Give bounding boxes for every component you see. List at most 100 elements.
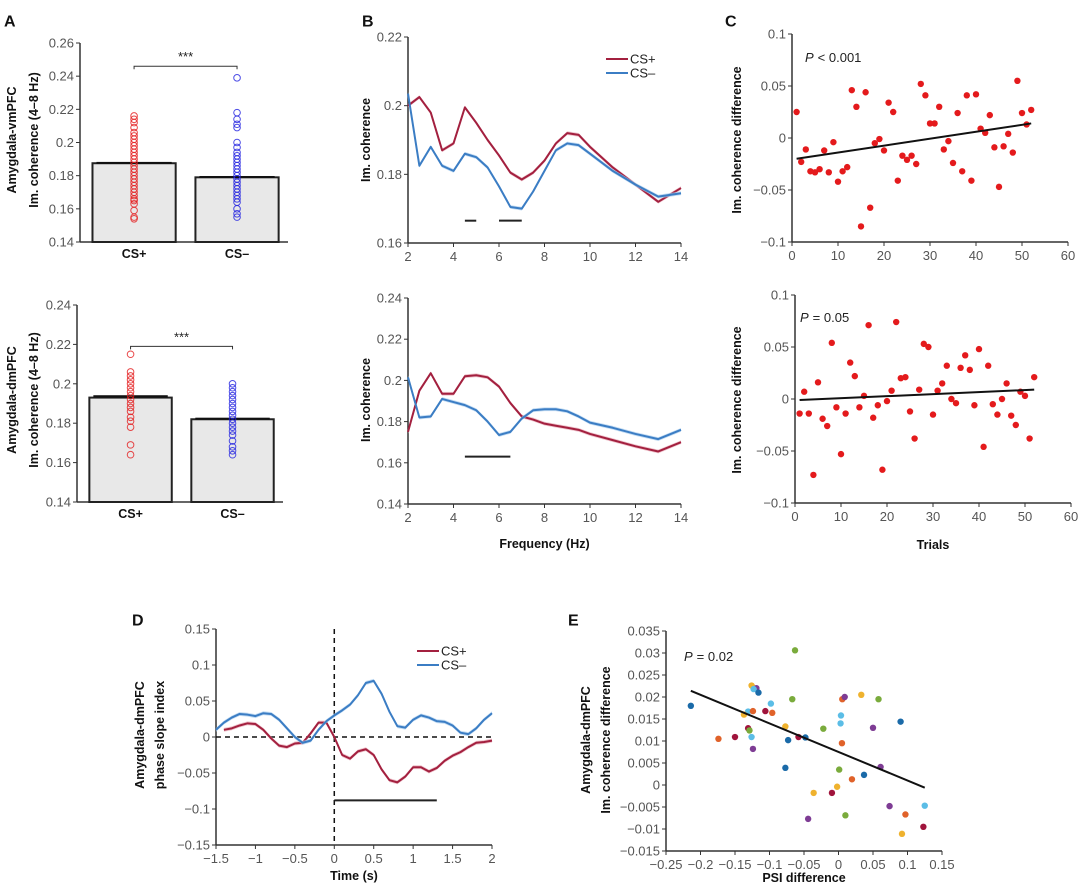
data-point — [126, 391, 135, 400]
p-symbol: P — [805, 50, 814, 65]
y-axis-label: Im. coherence (4–8 Hz) — [27, 332, 41, 467]
y-tick-label: −0.05 — [177, 766, 210, 781]
data-point — [755, 689, 762, 696]
x-tick-label: 8 — [541, 249, 548, 264]
data-point — [126, 399, 135, 408]
y-axis-label: Im. coherence — [359, 358, 373, 442]
data-point — [959, 168, 966, 175]
x-axis-label: Trials — [917, 538, 950, 552]
data-point — [130, 128, 138, 137]
x-axis-label: Time (s) — [330, 869, 378, 883]
data-point — [1000, 143, 1007, 150]
panel-E: E −0.015 −0.01 −0.005 0 0.005 0.01 0.015 0.02 0.0… — [568, 612, 955, 885]
data-point — [767, 700, 775, 707]
x-tick-label: 10 — [831, 248, 845, 263]
data-point — [890, 108, 897, 116]
y-tick-label: 0 — [653, 778, 660, 793]
series-line-cs-minus — [407, 377, 682, 441]
data-point — [805, 410, 812, 417]
data-point — [939, 380, 946, 387]
data-point — [126, 395, 135, 404]
y-tick-label: 0.2 — [56, 135, 74, 150]
data-point — [228, 446, 237, 455]
data-point — [971, 402, 978, 409]
data-point — [126, 372, 135, 380]
y-axis-label: Amygdala-dmPFC — [579, 686, 593, 794]
x-tick-label: 20 — [877, 248, 891, 263]
data-point — [897, 718, 904, 725]
data-point — [991, 144, 998, 151]
data-point — [920, 823, 927, 830]
y-axis-label: phase slope index — [153, 681, 167, 789]
y-tick-label: 0.18 — [377, 167, 402, 182]
y-tick-label: 0.14 — [377, 497, 402, 512]
x-tick-label: 2 — [404, 510, 411, 525]
data-point — [1014, 77, 1021, 85]
data-point — [998, 395, 1006, 403]
data-point — [784, 736, 792, 744]
data-point — [824, 422, 831, 430]
x-tick-label: 40 — [972, 509, 986, 524]
data-point — [963, 92, 970, 99]
x-tick-label: 1.5 — [444, 851, 462, 866]
y-tick-label: −0.15 — [177, 838, 210, 853]
y-tick-label: −0.1 — [760, 235, 786, 250]
data-point — [810, 789, 817, 797]
y-tick-label: −0.01 — [627, 822, 660, 837]
data-point — [233, 213, 241, 221]
y-tick-label: 0.05 — [764, 340, 789, 355]
data-point — [1028, 106, 1035, 114]
x-tick-label: 50 — [1018, 509, 1032, 524]
series-line-cs-plus — [223, 721, 493, 784]
x-tick-label: 10 — [834, 509, 848, 524]
x-tick-label: −0.25 — [650, 857, 683, 872]
error-band — [216, 678, 492, 745]
x-tick-label: −0.5 — [282, 851, 308, 866]
data-point — [989, 401, 996, 408]
data-point — [870, 414, 877, 421]
data-point — [126, 413, 135, 422]
y-tick-label: 0.24 — [377, 291, 402, 306]
data-point — [233, 74, 241, 82]
y-tick-label: 0.26 — [49, 36, 74, 51]
y-tick-label: −0.1 — [763, 496, 789, 511]
data-point — [233, 138, 241, 147]
y-tick-label: 0.18 — [46, 416, 71, 431]
y-tick-label: 0.03 — [635, 646, 660, 661]
y-tick-label: 0.035 — [627, 624, 660, 639]
y-tick-label: 0.005 — [627, 756, 660, 771]
data-point — [820, 725, 827, 732]
x-tick-label: 0 — [791, 509, 798, 524]
data-point — [233, 151, 241, 160]
x-axis-label: PSI difference — [762, 871, 845, 885]
data-point — [228, 437, 237, 445]
data-point — [828, 339, 835, 347]
y-axis-label: Im. coherence — [359, 98, 373, 182]
data-point — [917, 80, 924, 88]
data-point — [847, 359, 854, 366]
data-point — [926, 120, 934, 127]
data-point — [893, 318, 900, 326]
data-point — [749, 745, 757, 753]
data-point — [916, 386, 923, 393]
data-point — [801, 388, 808, 395]
data-point — [837, 720, 844, 727]
data-point — [816, 166, 823, 173]
data-point — [920, 340, 927, 348]
data-point — [902, 811, 909, 818]
y-tick-label: 0.22 — [46, 337, 71, 352]
data-point — [934, 387, 941, 394]
data-point — [949, 159, 957, 167]
data-point — [1009, 149, 1016, 156]
data-point — [885, 99, 892, 106]
data-point — [228, 380, 237, 388]
data-point — [804, 815, 812, 823]
data-point — [985, 362, 992, 369]
x-tick-label: 10 — [583, 510, 597, 525]
data-point — [839, 168, 846, 175]
y-tick-label: 0.18 — [49, 168, 74, 183]
data-point — [233, 115, 241, 124]
data-point — [875, 696, 882, 703]
panel-D: D −0.15 −0.1 −0.05 0 0.05 0.1 0.15 −1.5 −1 −0.5 0 0.… — [132, 612, 496, 883]
data-point — [954, 109, 961, 117]
